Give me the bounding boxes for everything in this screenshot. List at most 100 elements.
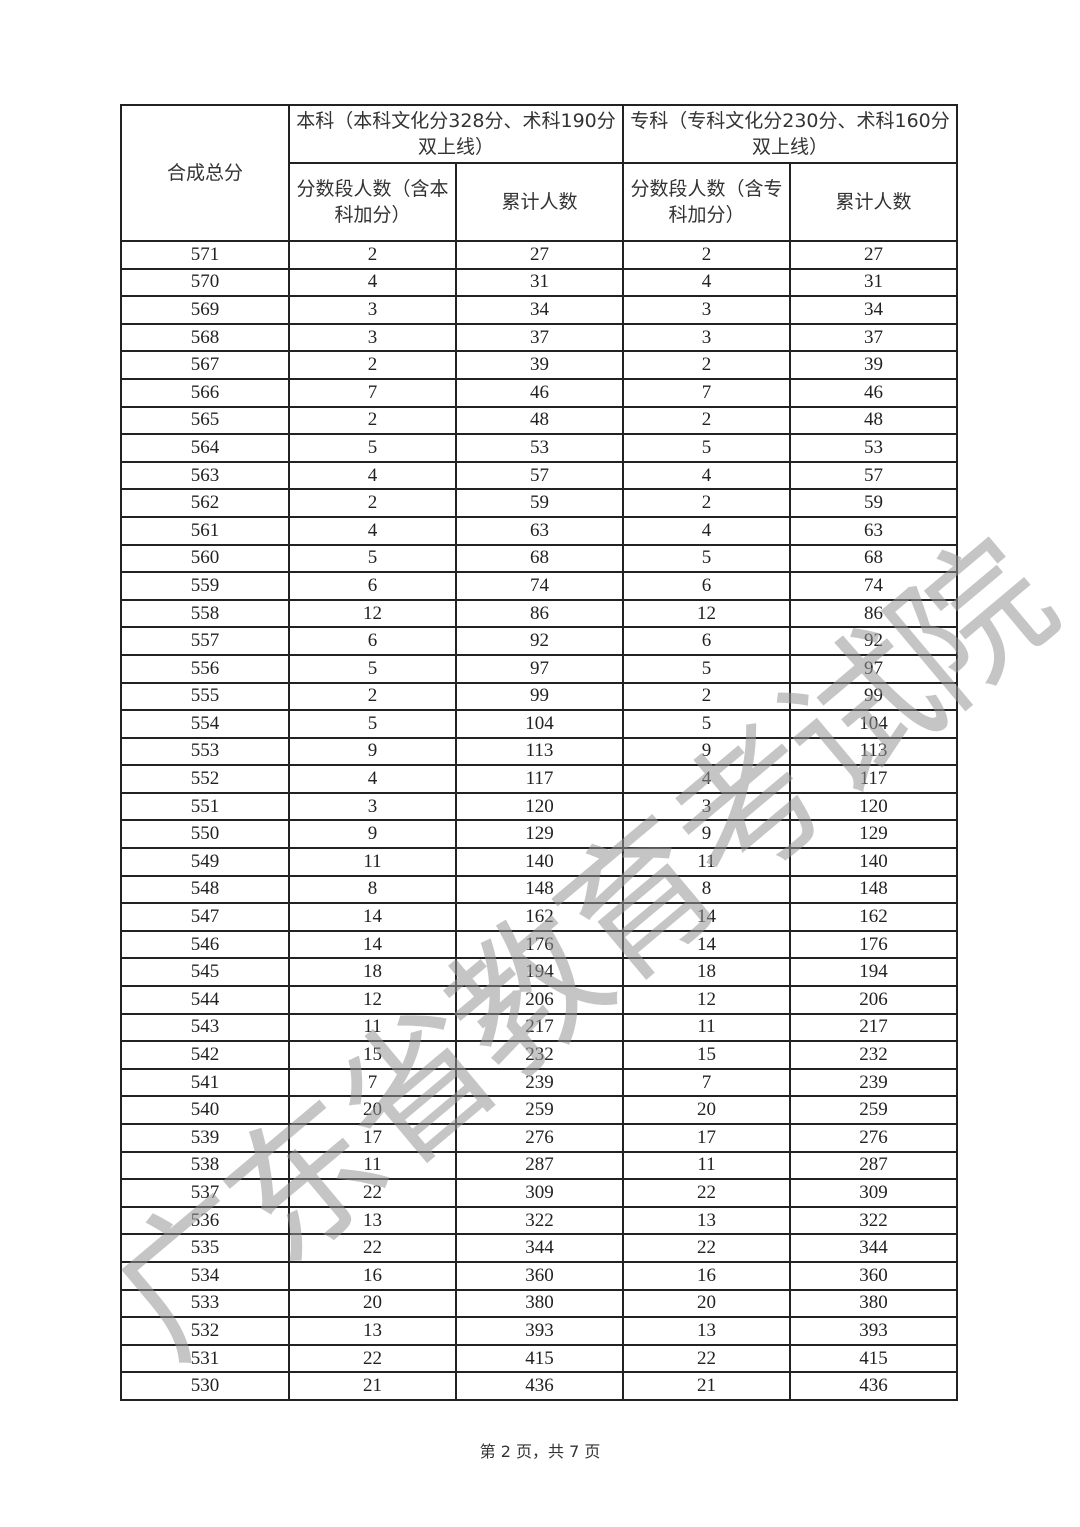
cell-zhuanke-cumulative: 162 — [789, 902, 958, 932]
cell-benke-cumulative: 194 — [455, 957, 624, 988]
cell-benke-cumulative: 92 — [455, 626, 624, 656]
cell-score: 543 — [120, 1012, 290, 1043]
cell-score: 552 — [120, 764, 290, 794]
cell-benke-cumulative: 206 — [455, 985, 624, 1015]
cell-zhuanke-cumulative: 99 — [789, 681, 958, 712]
cell-zhuanke-cumulative: 59 — [789, 488, 958, 518]
cell-zhuanke-cumulative: 74 — [789, 571, 958, 601]
cell-score: 545 — [120, 957, 290, 988]
cell-score: 542 — [120, 1040, 290, 1070]
cell-zhuanke-count: 16 — [622, 1260, 791, 1291]
cell-score: 533 — [120, 1288, 290, 1319]
cell-zhuanke-cumulative: 344 — [789, 1233, 958, 1263]
cell-zhuanke-count: 22 — [622, 1178, 791, 1208]
table-row: 559 6 74 6 74 — [120, 571, 958, 601]
cell-benke-count: 9 — [288, 819, 457, 850]
cell-benke-count: 5 — [288, 653, 457, 684]
table-row: 568 3 37 3 37 — [120, 322, 958, 353]
cell-benke-count: 9 — [288, 736, 457, 767]
cell-benke-cumulative: 276 — [455, 1123, 624, 1153]
cell-benke-cumulative: 34 — [455, 295, 624, 325]
cell-benke-count: 7 — [288, 1067, 457, 1098]
cell-zhuanke-count: 11 — [622, 1150, 791, 1181]
cell-benke-cumulative: 162 — [455, 902, 624, 932]
cell-benke-count: 22 — [288, 1178, 457, 1208]
cell-zhuanke-cumulative: 63 — [789, 515, 958, 546]
cell-score: 560 — [120, 543, 290, 574]
cell-zhuanke-count: 3 — [622, 791, 791, 822]
cell-zhuanke-cumulative: 53 — [789, 433, 958, 463]
cell-benke-cumulative: 239 — [455, 1067, 624, 1098]
cell-zhuanke-cumulative: 120 — [789, 791, 958, 822]
cell-zhuanke-cumulative: 436 — [789, 1371, 958, 1401]
cell-benke-count: 20 — [288, 1288, 457, 1319]
cell-benke-cumulative: 27 — [455, 240, 624, 270]
cell-score: 571 — [120, 240, 290, 270]
cell-benke-count: 5 — [288, 433, 457, 463]
cell-benke-cumulative: 97 — [455, 653, 624, 684]
cell-zhuanke-count: 12 — [622, 985, 791, 1015]
table-row: 533 20 380 20 380 — [120, 1288, 958, 1319]
cell-benke-cumulative: 436 — [455, 1371, 624, 1401]
cell-zhuanke-count: 7 — [622, 377, 791, 408]
cell-benke-count: 2 — [288, 240, 457, 270]
cell-benke-count: 12 — [288, 598, 457, 629]
cell-score: 557 — [120, 626, 290, 656]
table-row: 554 5 104 5 104 — [120, 709, 958, 739]
cell-zhuanke-cumulative: 194 — [789, 957, 958, 988]
cell-score: 565 — [120, 405, 290, 436]
cell-zhuanke-count: 6 — [622, 626, 791, 656]
cell-score: 551 — [120, 791, 290, 822]
cell-zhuanke-count: 8 — [622, 874, 791, 905]
cell-benke-cumulative: 309 — [455, 1178, 624, 1208]
cell-score: 544 — [120, 985, 290, 1015]
cell-score: 537 — [120, 1178, 290, 1208]
cell-benke-count: 2 — [288, 488, 457, 518]
header-zhuanke: 专科（专科文化分230分、术科160分双上线） — [622, 104, 958, 164]
cell-benke-count: 21 — [288, 1371, 457, 1401]
cell-zhuanke-count: 2 — [622, 405, 791, 436]
table-row: 541 7 239 7 239 — [120, 1067, 958, 1098]
cell-zhuanke-cumulative: 322 — [789, 1205, 958, 1236]
cell-score: 541 — [120, 1067, 290, 1098]
cell-benke-count: 16 — [288, 1260, 457, 1291]
cell-benke-count: 4 — [288, 460, 457, 491]
table-row: 538 11 287 11 287 — [120, 1150, 958, 1181]
cell-benke-count: 5 — [288, 709, 457, 739]
cell-benke-count: 4 — [288, 515, 457, 546]
cell-score: 538 — [120, 1150, 290, 1181]
cell-zhuanke-cumulative: 31 — [789, 267, 958, 298]
cell-benke-cumulative: 37 — [455, 322, 624, 353]
table-row: 546 14 176 14 176 — [120, 929, 958, 960]
cell-zhuanke-cumulative: 276 — [789, 1123, 958, 1153]
cell-zhuanke-cumulative: 68 — [789, 543, 958, 574]
cell-benke-count: 12 — [288, 985, 457, 1015]
cell-benke-count: 22 — [288, 1343, 457, 1374]
cell-zhuanke-count: 22 — [622, 1343, 791, 1374]
cell-zhuanke-count: 4 — [622, 460, 791, 491]
cell-benke-cumulative: 140 — [455, 847, 624, 877]
cell-benke-count: 14 — [288, 929, 457, 960]
cell-score: 566 — [120, 377, 290, 408]
cell-benke-cumulative: 59 — [455, 488, 624, 518]
cell-benke-count: 14 — [288, 902, 457, 932]
cell-score: 562 — [120, 488, 290, 518]
cell-zhuanke-count: 6 — [622, 571, 791, 601]
cell-zhuanke-cumulative: 34 — [789, 295, 958, 325]
table-row: 566 7 46 7 46 — [120, 377, 958, 408]
cell-zhuanke-count: 2 — [622, 240, 791, 270]
cell-benke-count: 3 — [288, 322, 457, 353]
cell-zhuanke-count: 2 — [622, 350, 791, 380]
cell-zhuanke-count: 13 — [622, 1205, 791, 1236]
cell-benke-count: 11 — [288, 1012, 457, 1043]
cell-zhuanke-count: 14 — [622, 929, 791, 960]
cell-benke-cumulative: 393 — [455, 1316, 624, 1346]
cell-benke-count: 3 — [288, 295, 457, 325]
cell-score: 559 — [120, 571, 290, 601]
cell-score: 556 — [120, 653, 290, 684]
cell-zhuanke-count: 2 — [622, 488, 791, 518]
cell-zhuanke-cumulative: 393 — [789, 1316, 958, 1346]
table-row: 530 21 436 21 436 — [120, 1371, 958, 1401]
cell-benke-count: 2 — [288, 681, 457, 712]
table-row: 556 5 97 5 97 — [120, 653, 958, 684]
